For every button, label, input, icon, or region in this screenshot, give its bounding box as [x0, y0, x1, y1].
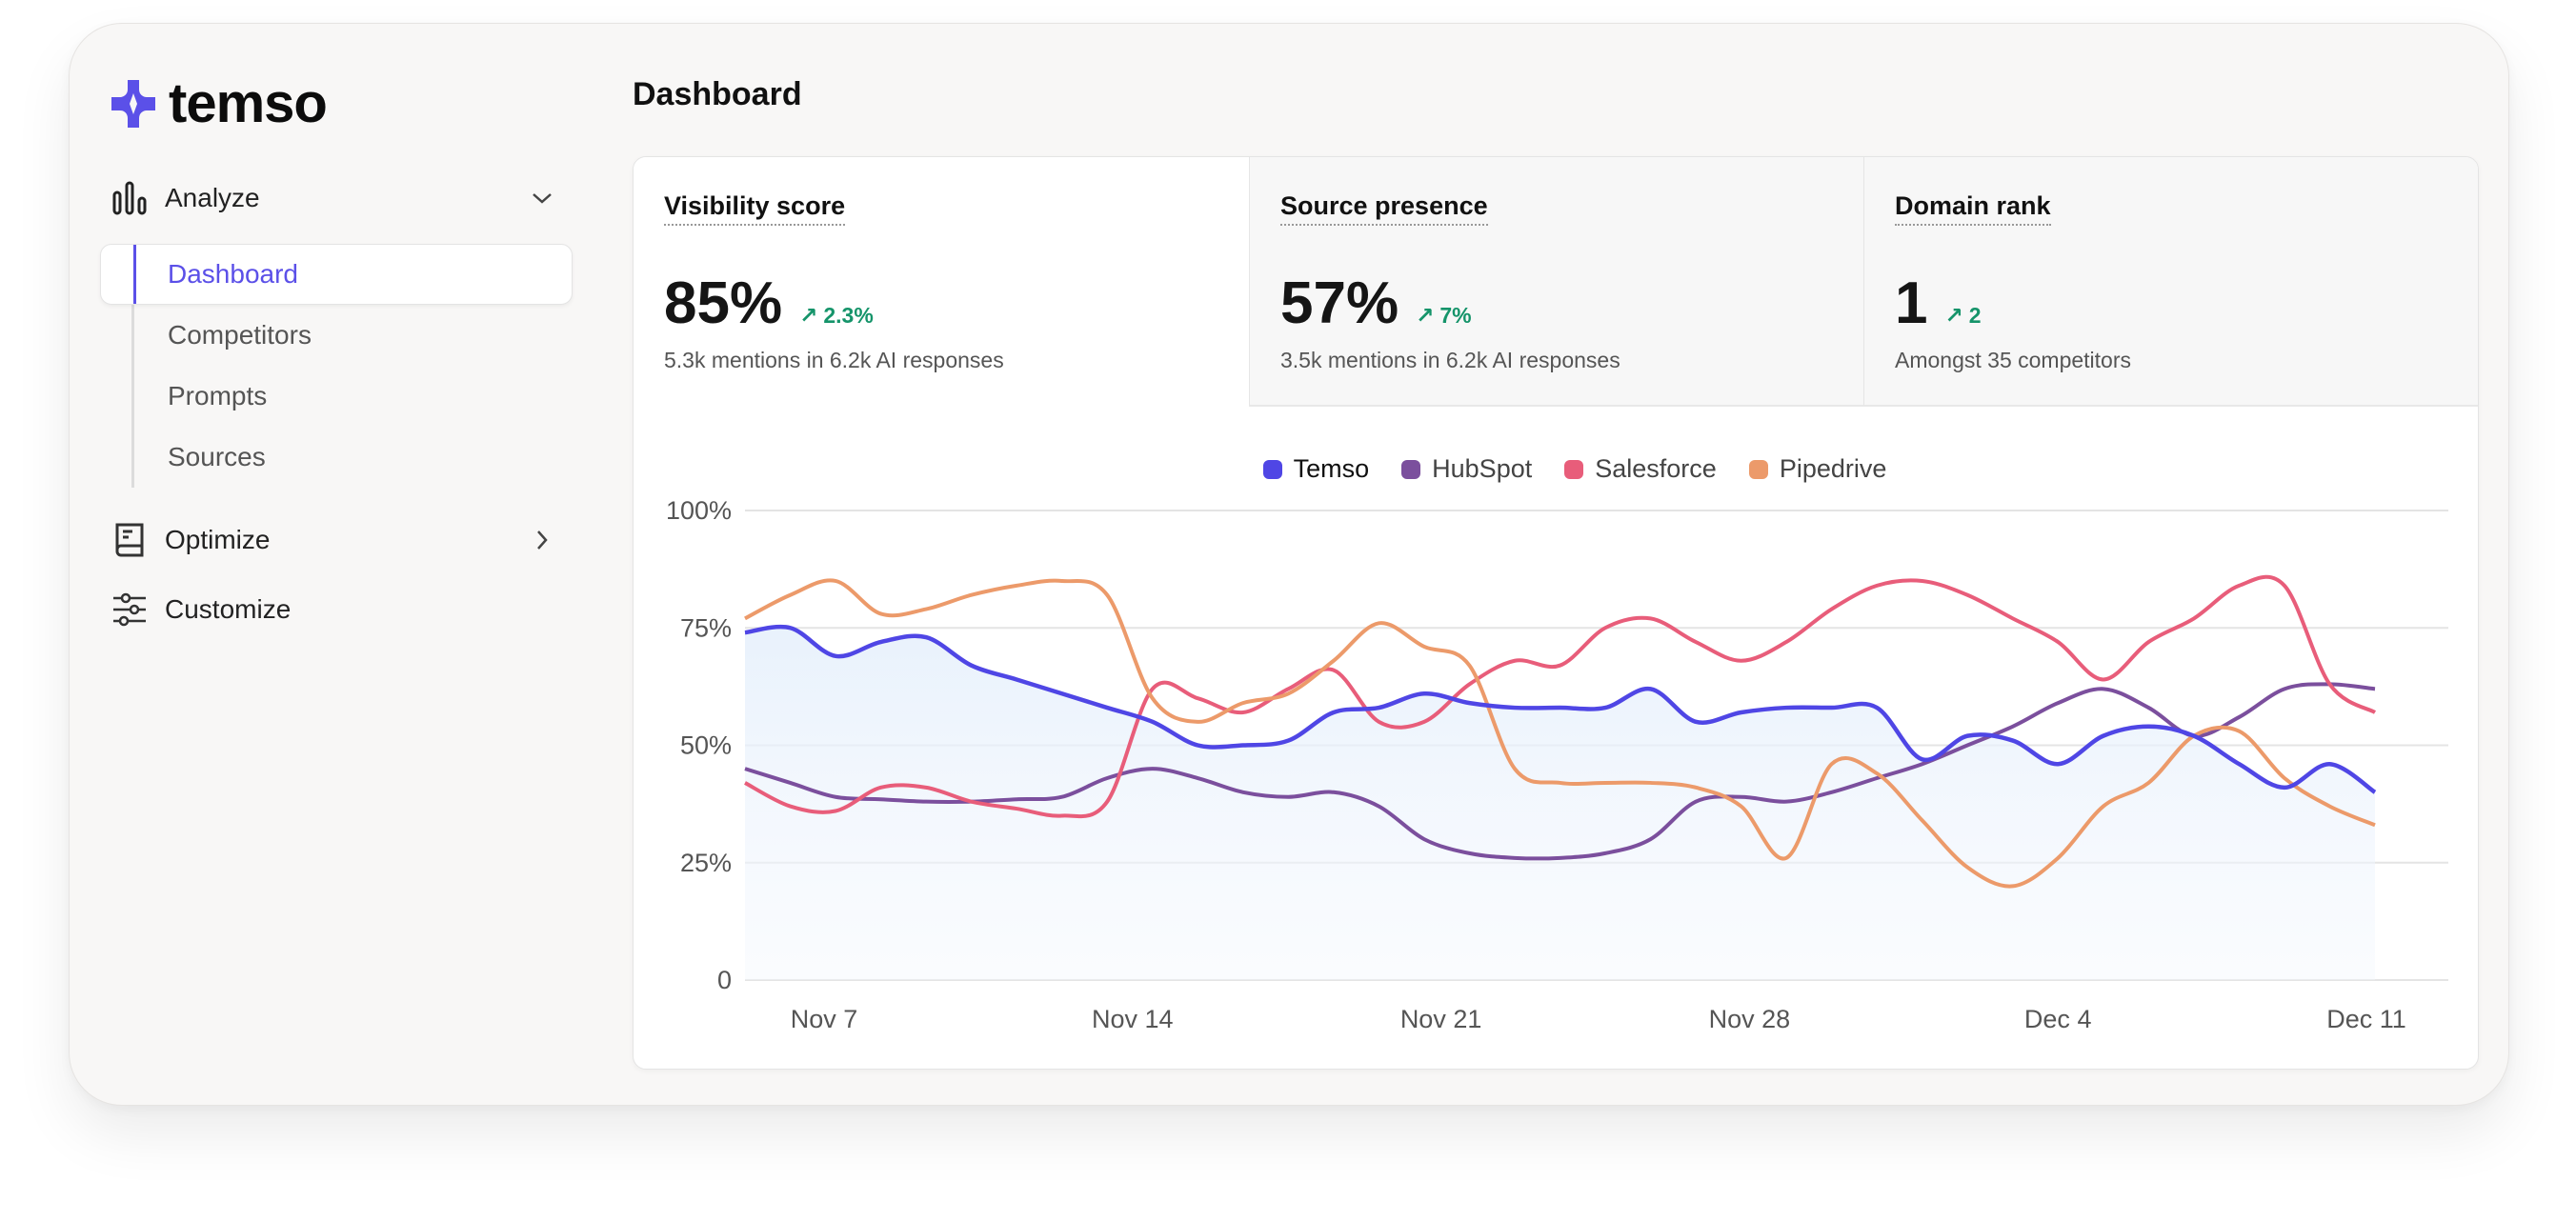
- x-tick-label: Dec 4: [2024, 1005, 2092, 1033]
- legend-label: Salesforce: [1595, 454, 1717, 483]
- y-tick-label: 100%: [666, 496, 732, 525]
- tab-visibility-score[interactable]: Visibility score 85% ↗ 2.3% 5.3k mentions…: [634, 157, 1249, 407]
- book-icon: [115, 523, 144, 557]
- legend-swatch: [1564, 459, 1584, 479]
- metric-delta: ↗ 2.3%: [799, 303, 874, 329]
- sidebar-item-prompts[interactable]: Prompts: [168, 381, 268, 410]
- sliders-icon: [113, 592, 146, 627]
- metric-value-row: 57% ↗ 7%: [1280, 270, 1472, 337]
- legend-swatch: [1401, 459, 1421, 479]
- sidebar-item-label: Dashboard: [168, 259, 298, 289]
- metric-value: 1: [1895, 270, 1928, 336]
- delta-value: 2: [1968, 303, 1982, 328]
- metric-title: Visibility score: [664, 191, 846, 226]
- series-line-salesforce: [744, 574, 2377, 819]
- line-chart: 0 25% 50% 75% 100% Nov 7 Nov 14 Nov 21 Nov 28 Dec…: [666, 496, 2448, 1033]
- legend-label: Temso: [1293, 454, 1370, 483]
- metric-subtitle: 5.3k mentions in 6.2k AI responses: [664, 348, 1004, 372]
- sidebar-group-customize[interactable]: Customize: [111, 586, 559, 633]
- x-tick-label: Nov 28: [1709, 1005, 1791, 1033]
- metric-title: Domain rank: [1895, 191, 2051, 226]
- dashboard-card: Visibility score 85% ↗ 2.3% 5.3k mentions…: [633, 156, 2479, 1070]
- sidebar-item-competitors[interactable]: Competitors: [168, 320, 312, 350]
- brand-logo[interactable]: temso: [111, 72, 328, 134]
- sidebar-group-label: Customize: [165, 594, 292, 624]
- metric-delta: ↗ 7%: [1416, 303, 1472, 329]
- selected-indicator: [133, 245, 136, 304]
- legend-item-hubspot[interactable]: HubSpot: [1401, 454, 1532, 484]
- legend-swatch: [1748, 459, 1768, 479]
- metric-value-row: 85% ↗ 2.3%: [664, 270, 874, 337]
- x-tick-label: Nov 21: [1400, 1005, 1482, 1033]
- metric-subtitle: 3.5k mentions in 6.2k AI responses: [1280, 348, 1620, 372]
- series-line-hubspot: [744, 682, 2376, 861]
- metric-title: Source presence: [1280, 191, 1488, 226]
- sidebar-item-sources[interactable]: Sources: [168, 442, 266, 471]
- metric-value: 85%: [664, 270, 783, 336]
- series-line-temso: [744, 624, 2377, 794]
- arrow-up-right-icon: ↗: [1416, 303, 1435, 328]
- x-tick-label: Nov 7: [791, 1005, 858, 1033]
- tab-source-presence[interactable]: Source presence 57% ↗ 7% 3.5k mentions in…: [1249, 157, 1863, 407]
- x-tick-label: Nov 14: [1092, 1005, 1174, 1033]
- tab-domain-rank[interactable]: Domain rank 1 ↗ 2 Amongst 35 competitors: [1863, 157, 2478, 407]
- y-tick-label: 0: [717, 966, 732, 994]
- metric-value: 57%: [1280, 270, 1399, 336]
- metric-delta: ↗ 2: [1944, 303, 1981, 329]
- chevron-down-icon[interactable]: [525, 181, 559, 215]
- delta-value: 2.3%: [823, 303, 874, 328]
- legend-item-salesforce[interactable]: Salesforce: [1564, 454, 1717, 484]
- sidebar-group-analyze[interactable]: Analyze: [111, 174, 559, 222]
- metric-value-row: 1 ↗ 2: [1895, 270, 1982, 337]
- bar-chart-icon: [112, 181, 147, 215]
- delta-value: 7%: [1439, 303, 1472, 328]
- legend-item-pipedrive[interactable]: Pipedrive: [1748, 454, 1887, 484]
- temso-logo-icon: [111, 80, 155, 128]
- legend-item-temso[interactable]: Temso: [1262, 454, 1370, 484]
- chevron-right-icon[interactable]: [525, 523, 559, 557]
- submenu-guide-line: [131, 244, 134, 488]
- y-tick-label: 50%: [680, 731, 732, 760]
- arrow-up-right-icon: ↗: [799, 303, 818, 328]
- brand-name: temso: [169, 72, 328, 134]
- sidebar-group-label: Analyze: [165, 183, 260, 212]
- sidebar-group-optimize[interactable]: Optimize: [111, 516, 559, 564]
- legend-swatch: [1262, 459, 1282, 479]
- arrow-up-right-icon: ↗: [1944, 303, 1963, 328]
- y-tick-label: 25%: [680, 849, 732, 877]
- series-line-pipedrive: [744, 578, 2376, 889]
- legend-label: HubSpot: [1432, 454, 1533, 483]
- y-tick-label: 75%: [680, 613, 732, 642]
- page-title: Dashboard: [633, 76, 802, 112]
- x-tick-label: Dec 11: [2326, 1005, 2406, 1033]
- series-area-temso: [745, 627, 2375, 980]
- sidebar-group-label: Optimize: [165, 525, 271, 554]
- sidebar-item-dashboard[interactable]: Dashboard: [100, 244, 573, 305]
- legend-label: Pipedrive: [1779, 454, 1887, 483]
- chart-legend: Temso HubSpot Salesforce Pipedrive: [634, 454, 2478, 484]
- metric-subtitle: Amongst 35 competitors: [1895, 348, 2132, 372]
